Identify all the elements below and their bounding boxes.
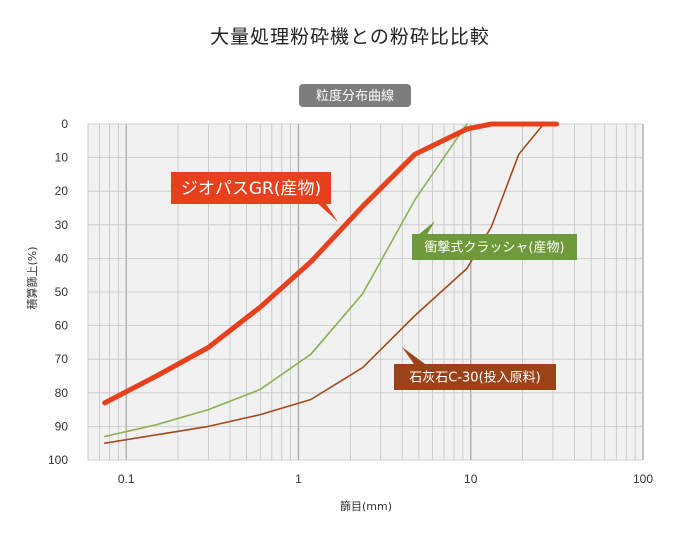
series-line [103,123,558,445]
series-label-text: 衝撃式クラッシャ(産物) [424,240,564,256]
x-tick-label: 100 [633,472,653,486]
series-layer [102,121,560,445]
y-tick-label: 50 [55,285,69,299]
page-title: 大量処理粉砕機との粉砕比比較 [210,26,490,48]
series-label-box [171,172,331,204]
series-label-text: ジオパスGR(産物) [181,179,321,199]
y-tick-label: 80 [55,386,69,400]
y-tick-label: 0 [61,117,68,131]
series-line [102,121,560,406]
y-tick-label: 40 [55,251,69,265]
series-label-pointer [402,347,425,364]
axis-titles: 篩目(mm) 積算篩上(%) [25,246,392,513]
x-tick-label: 1 [295,472,302,486]
series-label-box [394,364,556,390]
subtitle-badge: 粒度分布曲線 [299,84,411,107]
y-tick-label: 30 [55,218,69,232]
y-axis-title: 積算篩上(%) [25,246,39,309]
chart-subtitle: 粒度分布曲線 [316,88,394,104]
subtitle-badge-bg [299,84,411,107]
x-tick-label: 0.1 [118,472,135,486]
y-tick-label: 90 [55,419,69,433]
y-tick-label: 20 [55,184,69,198]
x-tick-label: 10 [464,472,478,486]
tick-labels: 0 10 20 30 40 50 60 70 80 90 100 0.1 1 10 100 [48,117,653,486]
y-tick-label: 60 [55,319,69,333]
y-tick-label: 100 [48,453,68,467]
series-label-text: 石灰石C-30(投入原料) [409,370,540,386]
y-tick-label: 10 [55,151,69,165]
series-label-box [412,234,577,260]
y-tick-label: 70 [55,352,69,366]
series-labels: ジオパスGR(産物) 衝撃式クラッシャ(産物) 石灰石C-30(投入原料) [171,172,577,390]
x-axis-title: 篩目(mm) [340,499,392,513]
series-line [103,123,468,438]
